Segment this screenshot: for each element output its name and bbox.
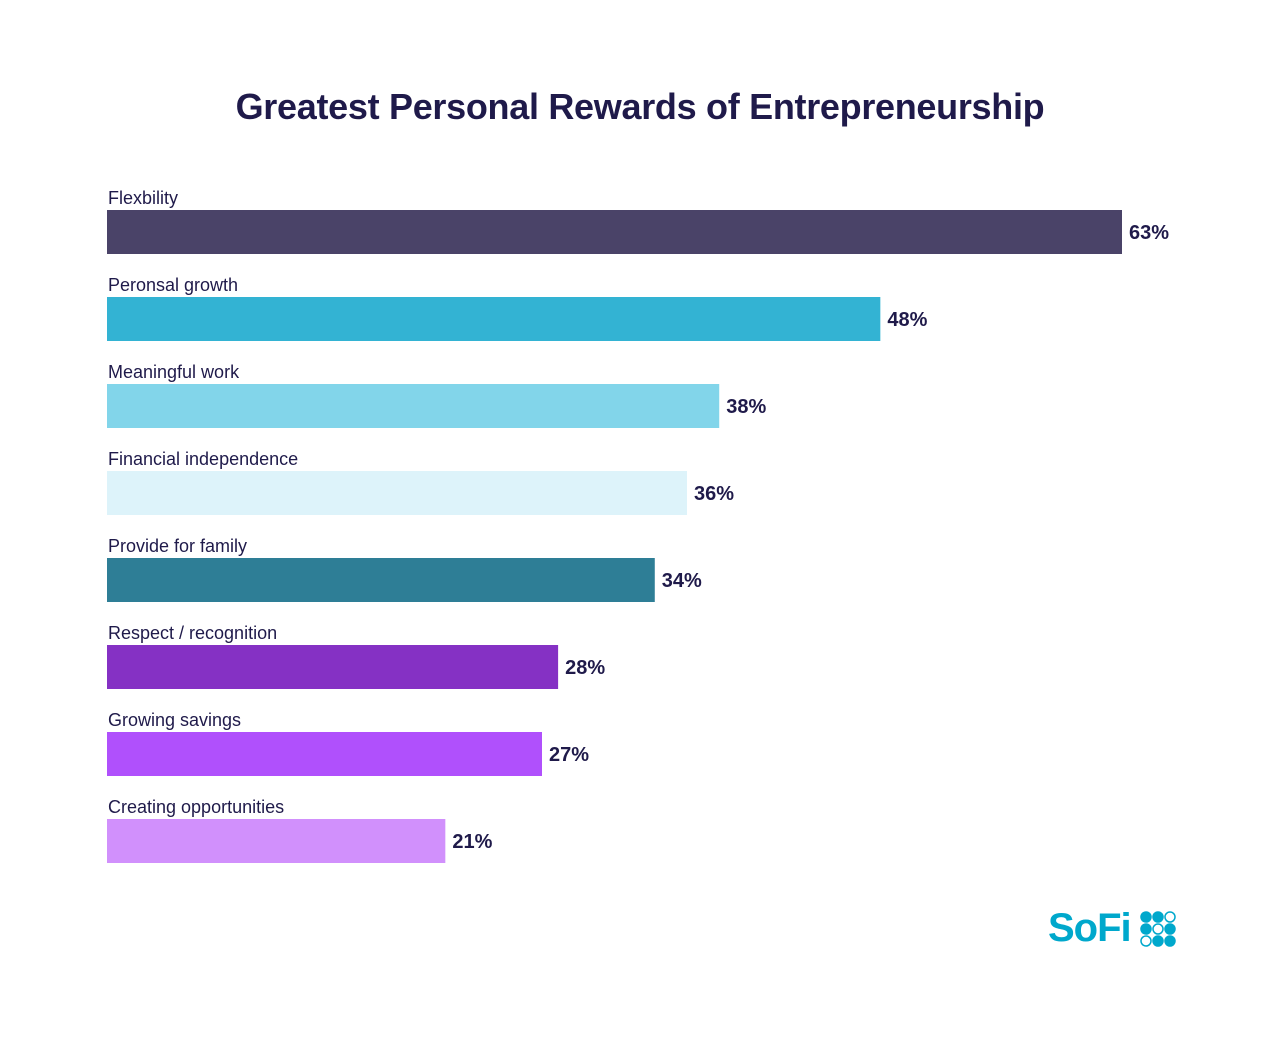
value-label: 63% bbox=[1129, 222, 1169, 244]
logo-dot bbox=[1151, 910, 1164, 923]
category-label: Peronsal growth bbox=[108, 275, 238, 295]
category-label: Financial independence bbox=[108, 449, 298, 469]
value-label: 38% bbox=[726, 396, 766, 418]
bar bbox=[107, 471, 687, 515]
category-label: Growing savings bbox=[108, 710, 241, 730]
chart-title: Greatest Personal Rewards of Entrepreneu… bbox=[235, 86, 1045, 127]
logo-dot bbox=[1163, 934, 1176, 947]
value-label: 34% bbox=[662, 570, 702, 592]
value-label: 27% bbox=[549, 744, 589, 766]
logo-dot bbox=[1139, 922, 1152, 935]
category-label: Provide for family bbox=[108, 536, 247, 556]
logo-dot bbox=[1151, 934, 1164, 947]
bar bbox=[107, 558, 655, 602]
logo-dots-icon bbox=[1139, 910, 1176, 947]
category-label: Respect / recognition bbox=[108, 623, 277, 643]
logo-dot bbox=[1151, 922, 1164, 935]
sofi-logo: SoFi bbox=[1048, 906, 1179, 951]
bar bbox=[107, 210, 1122, 254]
value-label: 36% bbox=[694, 483, 734, 505]
category-label: Meaningful work bbox=[108, 362, 240, 382]
bar bbox=[107, 297, 881, 341]
value-label: 21% bbox=[452, 831, 492, 853]
logo-text: SoFi bbox=[1048, 906, 1132, 950]
value-label: 28% bbox=[565, 657, 605, 679]
logo-dot bbox=[1139, 910, 1152, 923]
bar bbox=[107, 645, 559, 689]
bar bbox=[107, 819, 446, 863]
bar bbox=[107, 384, 720, 428]
category-label: Creating opportunities bbox=[108, 797, 284, 817]
value-label: 48% bbox=[887, 309, 927, 331]
logo-dot bbox=[1163, 922, 1176, 935]
category-label: Flexbility bbox=[108, 188, 178, 208]
bar bbox=[107, 732, 542, 776]
logo-dot bbox=[1163, 910, 1176, 923]
logo-dot bbox=[1139, 934, 1152, 947]
